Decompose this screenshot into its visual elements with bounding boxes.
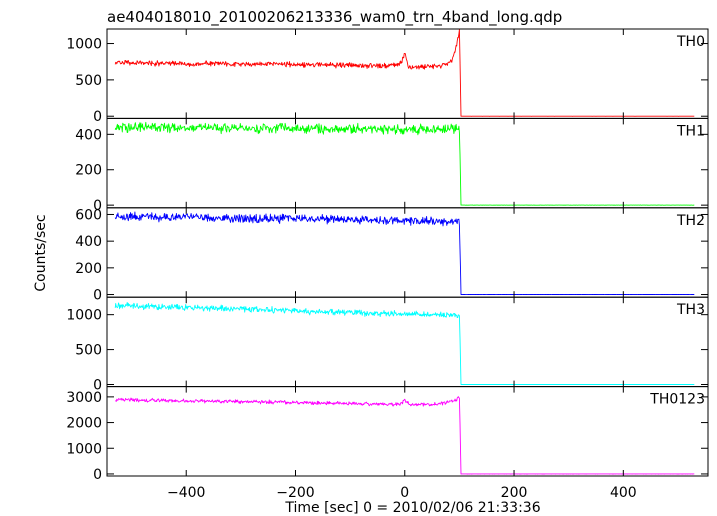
y-tick-label: 0	[93, 288, 102, 304]
y-tick-label: 1000	[66, 308, 102, 324]
y-tick-label: 1000	[66, 37, 102, 53]
y-tick-label: 200	[75, 163, 102, 179]
panel-th2: 0 200 400 600 TH2	[75, 207, 709, 304]
y-tick-label: 0	[93, 109, 102, 125]
y-tick-label: 400	[75, 127, 102, 143]
y-axis-label: Counts/sec	[33, 214, 49, 291]
series-line-th2	[114, 211, 695, 296]
y-tick-label: 3000	[66, 390, 102, 406]
y-tick-label: 0	[93, 378, 102, 394]
panel-th0: 0 500 1000 TH0	[66, 28, 709, 125]
series-label-th2: TH2	[676, 213, 705, 229]
panel-frame	[106, 296, 709, 388]
x-tick-label: 0	[400, 485, 409, 501]
series-line-th0123	[114, 396, 695, 475]
panel-frame	[106, 28, 709, 119]
series-line-th3	[114, 302, 695, 385]
y-tick-label: 2000	[66, 416, 102, 432]
x-axis-label: Time [sec] 0 = 2010/02/06 21:33:36	[284, 500, 540, 516]
panel-th3: 0 500 1000 TH3	[66, 296, 709, 394]
x-tick-label: −200	[276, 485, 314, 501]
y-tick-label: 0	[93, 198, 102, 214]
series-line-th0	[114, 29, 695, 117]
y-tick-label: 500	[75, 73, 102, 89]
x-tick-label: −400	[167, 485, 205, 501]
series-label-th1: TH1	[676, 123, 705, 139]
x-axis: −400 −200 0 200 400	[167, 485, 637, 501]
y-tick-label: 200	[75, 261, 102, 277]
x-tick-label: 400	[610, 485, 637, 501]
y-tick-label: 1000	[66, 441, 102, 457]
panel-frame	[106, 207, 709, 298]
y-tick-label: 400	[75, 234, 102, 250]
y-tick-label: 0	[93, 467, 102, 483]
series-label-th0: TH0	[676, 34, 705, 50]
series-label-th3: TH3	[676, 302, 705, 318]
figure-title: ae404018010_20100206213336_wam0_trn_4ban…	[107, 8, 562, 27]
x-tick-label: 200	[501, 485, 528, 501]
panel-th0123: 0 1000 2000 3000 TH0123	[66, 386, 709, 483]
y-tick-label: 600	[75, 207, 102, 223]
y-tick-label: 500	[75, 343, 102, 359]
panel-th1: 0 200 400 TH1	[75, 117, 709, 214]
panel-stack: 0 500 1000 TH0 0 200 400 TH1 0 200 400 600 TH2 0 500 10…	[66, 28, 709, 483]
series-line-th1	[114, 121, 695, 206]
series-label-th0123: TH0123	[649, 392, 705, 408]
panel-frame	[106, 386, 709, 477]
